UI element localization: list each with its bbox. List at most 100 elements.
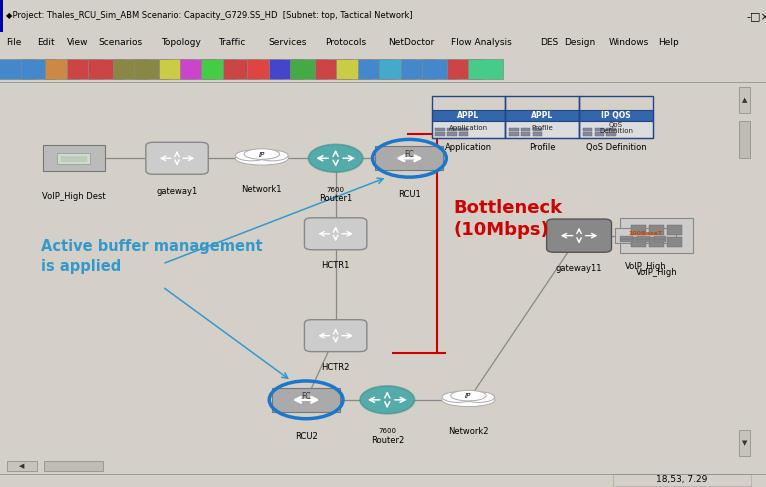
FancyBboxPatch shape [459,132,469,136]
Text: IP: IP [465,393,472,399]
Text: Traffic: Traffic [218,38,245,47]
FancyBboxPatch shape [532,132,542,136]
FancyBboxPatch shape [468,59,503,79]
Ellipse shape [235,151,289,165]
FancyBboxPatch shape [447,59,482,79]
Text: Services: Services [268,38,306,47]
FancyBboxPatch shape [506,120,579,137]
FancyBboxPatch shape [637,236,650,239]
Text: ▼: ▼ [741,440,748,446]
Text: Help: Help [659,38,679,47]
FancyBboxPatch shape [358,59,393,79]
FancyBboxPatch shape [667,237,682,247]
Text: DES: DES [541,38,558,47]
FancyBboxPatch shape [506,110,579,120]
Text: View: View [67,38,89,47]
Text: Bottleneck
(10Mbps): Bottleneck (10Mbps) [453,199,563,239]
Text: Profile: Profile [532,125,553,131]
FancyBboxPatch shape [583,132,592,136]
FancyBboxPatch shape [272,388,340,412]
FancyBboxPatch shape [290,59,326,79]
FancyBboxPatch shape [180,59,215,79]
FancyBboxPatch shape [315,59,350,79]
FancyBboxPatch shape [159,59,194,79]
FancyBboxPatch shape [88,59,123,79]
FancyBboxPatch shape [739,87,750,113]
Text: HCTR1: HCTR1 [322,261,350,270]
Ellipse shape [257,150,288,161]
FancyBboxPatch shape [422,59,457,79]
FancyBboxPatch shape [594,128,604,131]
FancyBboxPatch shape [521,128,530,131]
FancyBboxPatch shape [459,128,469,131]
FancyBboxPatch shape [201,59,237,79]
FancyBboxPatch shape [269,59,304,79]
Text: -□×: -□× [747,11,766,21]
Text: RCU2: RCU2 [295,432,317,441]
FancyBboxPatch shape [631,225,647,235]
FancyBboxPatch shape [379,59,414,79]
FancyBboxPatch shape [509,128,519,131]
FancyBboxPatch shape [401,59,436,79]
FancyBboxPatch shape [67,59,102,79]
Text: gateway1: gateway1 [156,187,198,196]
Text: ▲: ▲ [741,97,748,103]
Text: APPL: APPL [457,111,480,120]
FancyBboxPatch shape [547,219,611,252]
Ellipse shape [450,390,486,401]
FancyBboxPatch shape [532,128,542,131]
FancyBboxPatch shape [637,239,650,242]
Text: QoS
Definition: QoS Definition [599,122,633,134]
FancyBboxPatch shape [44,462,103,471]
Text: Network2: Network2 [448,427,489,436]
Text: ◀: ◀ [19,463,25,469]
FancyBboxPatch shape [0,59,34,79]
Text: Scenarios: Scenarios [98,38,142,47]
FancyBboxPatch shape [521,132,530,136]
FancyBboxPatch shape [614,228,676,243]
Text: Application: Application [449,125,488,131]
Text: Router2: Router2 [371,436,404,445]
Text: FC: FC [404,150,414,159]
FancyBboxPatch shape [43,146,105,171]
FancyBboxPatch shape [654,236,666,239]
FancyBboxPatch shape [57,153,90,164]
FancyBboxPatch shape [579,120,653,137]
FancyBboxPatch shape [620,239,633,242]
FancyBboxPatch shape [146,142,208,174]
Text: Router1: Router1 [319,194,352,203]
Text: 7600: 7600 [378,428,396,434]
FancyBboxPatch shape [667,225,682,235]
FancyBboxPatch shape [607,132,616,136]
Ellipse shape [442,393,495,407]
FancyBboxPatch shape [375,146,444,170]
Ellipse shape [244,149,280,159]
FancyBboxPatch shape [336,59,372,79]
Text: Profile: Profile [529,143,555,152]
FancyBboxPatch shape [613,474,751,486]
Text: 7600: 7600 [326,187,345,192]
FancyBboxPatch shape [649,225,664,235]
FancyBboxPatch shape [223,59,258,79]
FancyBboxPatch shape [435,128,445,131]
Text: Topology: Topology [162,38,201,47]
FancyBboxPatch shape [134,59,169,79]
FancyBboxPatch shape [21,59,56,79]
FancyBboxPatch shape [304,218,367,250]
FancyBboxPatch shape [447,128,457,131]
FancyBboxPatch shape [607,128,616,131]
FancyBboxPatch shape [431,120,506,137]
FancyBboxPatch shape [45,59,80,79]
FancyBboxPatch shape [654,239,666,242]
Text: Network1: Network1 [241,186,282,194]
FancyBboxPatch shape [431,110,506,120]
Text: FC: FC [301,392,311,400]
Text: APPL: APPL [531,111,553,120]
FancyBboxPatch shape [739,430,750,456]
Ellipse shape [442,392,474,402]
FancyBboxPatch shape [435,132,445,136]
FancyBboxPatch shape [447,132,457,136]
FancyBboxPatch shape [631,237,647,247]
Text: VoIP_High: VoIP_High [624,262,666,271]
FancyBboxPatch shape [0,0,3,32]
